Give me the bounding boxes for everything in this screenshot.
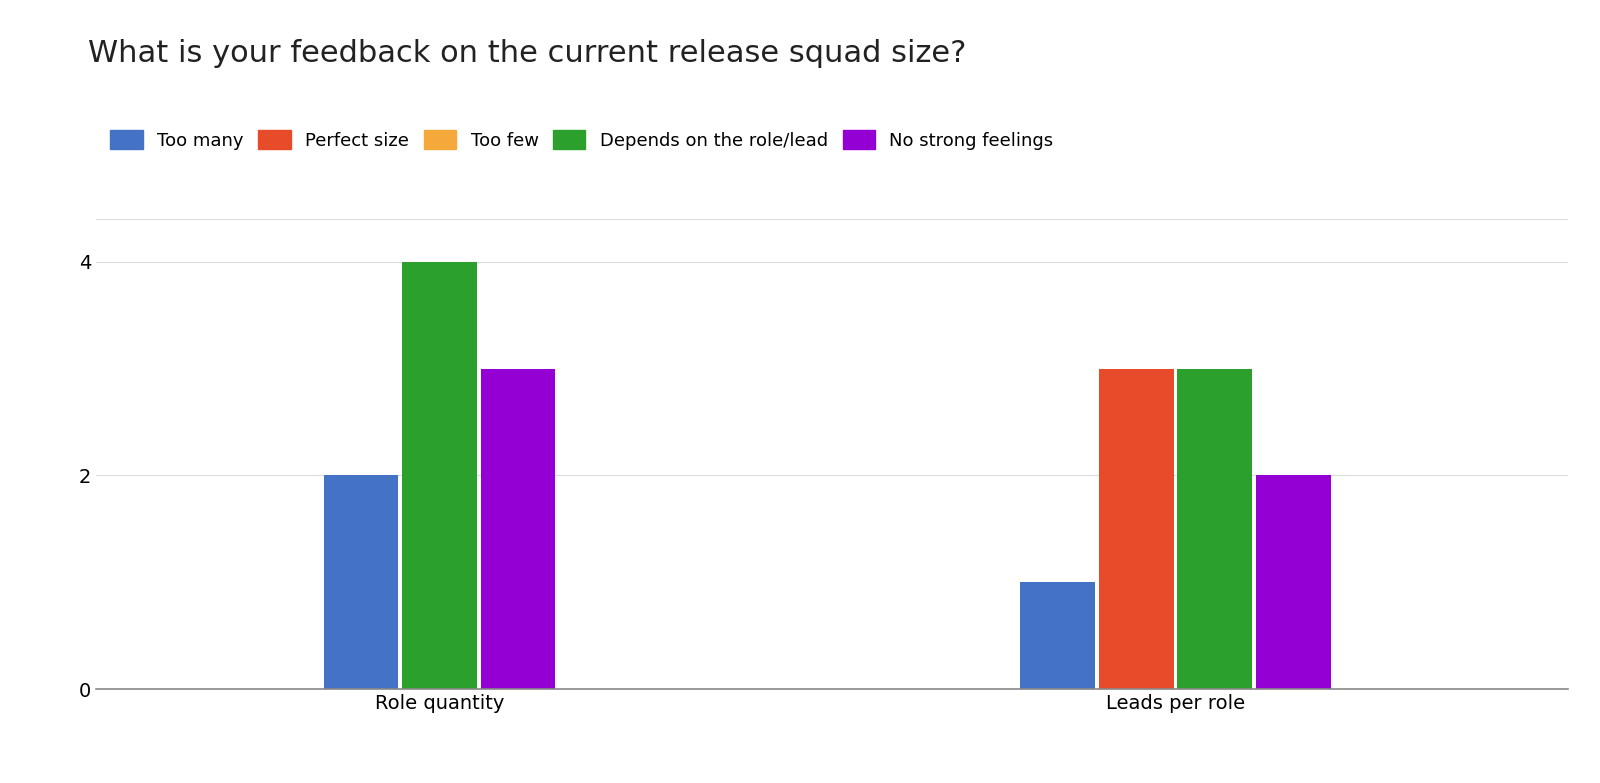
Legend: Too many, Perfect size, Too few, Depends on the role/lead, No strong feelings: Too many, Perfect size, Too few, Depends… [106,125,1059,155]
Bar [480,369,555,689]
Bar [402,262,477,689]
Bar [323,475,398,689]
Bar [1178,369,1253,689]
Bar [1256,475,1331,689]
Text: What is your feedback on the current release squad size?: What is your feedback on the current rel… [88,39,966,68]
Bar [1099,369,1173,689]
Bar [1021,583,1094,689]
